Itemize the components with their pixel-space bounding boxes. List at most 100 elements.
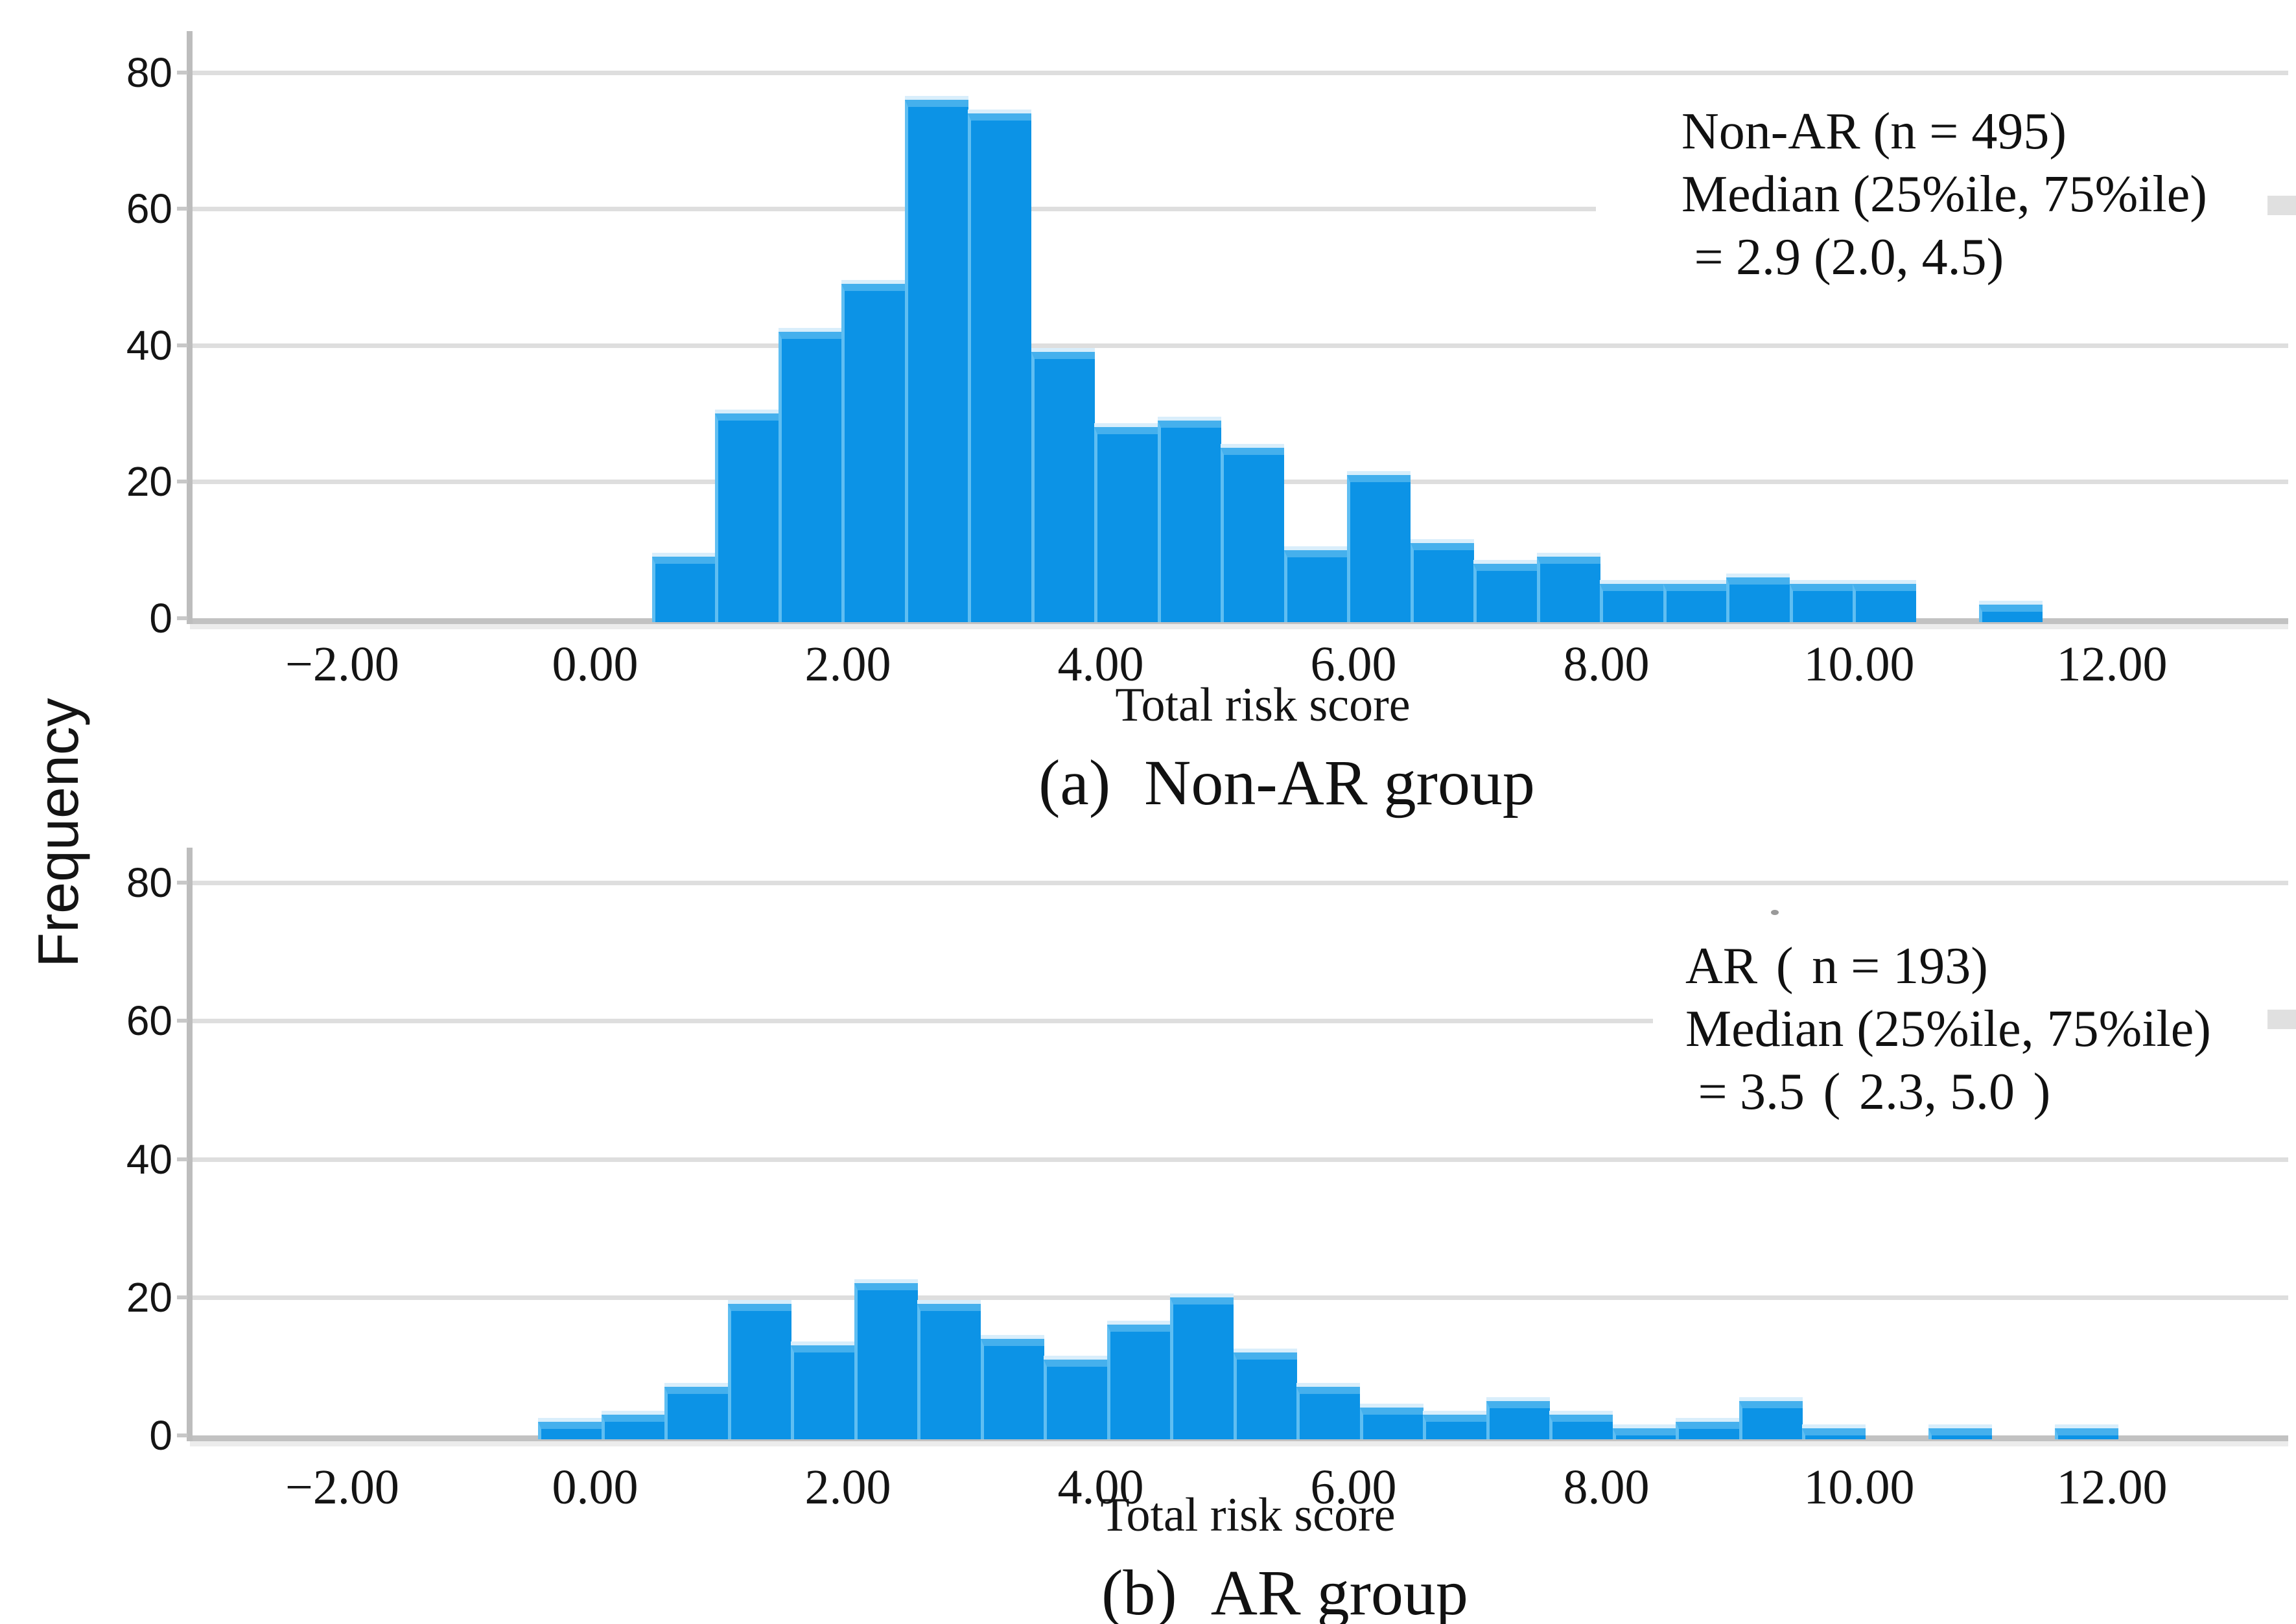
histogram-bar: [2055, 1428, 2118, 1439]
histogram-bar: [1296, 1387, 1360, 1439]
y-tick-label-60: 60: [126, 997, 172, 1045]
histogram-bar: [1158, 421, 1221, 622]
histogram-bar: [905, 100, 968, 622]
x-tick-label: 2.00: [804, 1460, 891, 1514]
gridline-40: [190, 1157, 2288, 1162]
histogram-bar: [1107, 1325, 1171, 1439]
y-axis-title-frequency: Frequency: [26, 698, 90, 968]
y-tick-mark-40: [177, 343, 187, 347]
x-tick-label: 12.00: [2056, 637, 2168, 691]
y-tick-label-0: 0: [149, 1412, 172, 1459]
gridline-40: [190, 343, 2288, 348]
y-tick-label-60: 60: [126, 185, 172, 233]
x-tick-label: 12.00: [2056, 1460, 2168, 1514]
histogram-bar: [602, 1415, 665, 1439]
histogram-bar: [728, 1304, 791, 1439]
y-tick-label-80: 80: [126, 49, 172, 96]
x-tick-label: 0.00: [552, 1460, 638, 1514]
y-tick-mark-60: [177, 207, 187, 211]
y-tick-label-40: 40: [126, 1135, 172, 1183]
histogram-bar: [779, 332, 842, 622]
y-tick-mark-60: [177, 1019, 187, 1023]
x-tick-label: −2.00: [285, 1460, 399, 1514]
histogram-bar: [1360, 1408, 1423, 1439]
x-axis-title: Total risk score: [1115, 679, 1411, 732]
histogram-bar: [854, 1283, 918, 1439]
histogram-bar: [1928, 1428, 1992, 1439]
y-tick-label-40: 40: [126, 321, 172, 369]
histogram-bar: [1423, 1415, 1486, 1439]
histogram-bar: [1979, 605, 2043, 622]
x-tick-label: −2.00: [285, 637, 399, 691]
y-tick-label-0: 0: [149, 595, 172, 642]
histogram-bar: [917, 1304, 981, 1439]
histogram-bar: [791, 1345, 854, 1439]
histogram-bar: [1537, 557, 1600, 622]
gridline-20: [190, 1295, 2288, 1300]
histogram-bar: [1170, 1297, 1234, 1439]
x-tick-label: 10.00: [1803, 1460, 1915, 1514]
y-tick-mark-20: [177, 480, 187, 484]
histogram-bar: [1411, 543, 1474, 622]
histogram-bar: [1613, 1428, 1676, 1439]
histogram-bar: [1790, 584, 1853, 622]
annotation-line-2: Median (25%ile, 75%ile): [1681, 166, 2207, 223]
histogram-bar: [1473, 564, 1537, 622]
gridline-60-right-stub: [2267, 1010, 2296, 1029]
histogram-bar: [1486, 1401, 1550, 1439]
gridline-80: [190, 881, 2288, 886]
histogram-bar: [1347, 475, 1411, 622]
x-tick-label: 8.00: [1563, 1460, 1650, 1514]
annotation-line-3: = 3.5(2.3, 5.0): [1698, 1063, 2051, 1120]
annotation-line-3: = 2.9 (2.0, 4.5): [1694, 229, 2004, 286]
y-axis-line: [187, 31, 193, 624]
histogram-bar: [981, 1339, 1044, 1439]
x-tick-label: 2.00: [804, 637, 891, 691]
y-tick-label-80: 80: [126, 859, 172, 907]
histogram-bar: [1726, 577, 1790, 622]
histogram-bar: [1739, 1401, 1803, 1439]
y-tick-mark-0: [177, 616, 187, 620]
histogram-bar: [652, 557, 716, 622]
y-tick-mark-80: [177, 881, 187, 885]
histogram-bar: [841, 284, 905, 622]
y-tick-mark-0: [177, 1433, 187, 1437]
x-tick-label: 4.00: [1057, 637, 1144, 691]
gridline-60: [190, 207, 1596, 212]
x-tick-label: 6.00: [1310, 1460, 1397, 1514]
y-axis-line: [187, 848, 193, 1441]
x-tick-label: 4.00: [1057, 1460, 1144, 1514]
histogram-bar: [1600, 584, 1663, 622]
y-tick-mark-20: [177, 1295, 187, 1299]
chart-caption: (b) AR group: [1101, 1557, 1468, 1624]
histogram-bar: [1221, 448, 1284, 622]
annotation-line-1: Non-AR (n = 495): [1681, 103, 2067, 160]
histogram-bar: [968, 113, 1031, 622]
chart-caption: (a) Non-AR group: [1038, 747, 1535, 818]
histogram-bar: [1663, 584, 1727, 622]
histogram-bar: [1094, 427, 1158, 622]
y-tick-label-20: 20: [126, 458, 172, 505]
gridline-60: [190, 1019, 1653, 1024]
histogram-bar: [664, 1387, 728, 1439]
annotation-line-1: AR(n = 193): [1685, 938, 1988, 995]
annotation-line-2: Median (25%ile, 75%ile): [1685, 1001, 2211, 1058]
histogram-bar: [1044, 1360, 1107, 1439]
x-tick-label: 6.00: [1310, 637, 1397, 691]
histogram-bar: [1676, 1422, 1739, 1439]
histogram-bar: [1802, 1428, 1866, 1439]
histogram-bar: [1549, 1415, 1613, 1439]
histogram-bar: [715, 413, 779, 622]
x-tick-label: 0.00: [552, 637, 638, 691]
histogram-bar: [1853, 584, 1916, 622]
y-tick-mark-40: [177, 1157, 187, 1161]
x-tick-label: 8.00: [1563, 637, 1650, 691]
y-tick-label-20: 20: [126, 1273, 172, 1321]
histogram-bar: [538, 1422, 602, 1439]
x-axis-line-shadow: [190, 1441, 2288, 1446]
gridline-80: [190, 70, 2288, 75]
x-tick-label: 10.00: [1803, 637, 1915, 691]
y-tick-mark-80: [177, 70, 187, 75]
histogram-bar: [1234, 1352, 1297, 1439]
